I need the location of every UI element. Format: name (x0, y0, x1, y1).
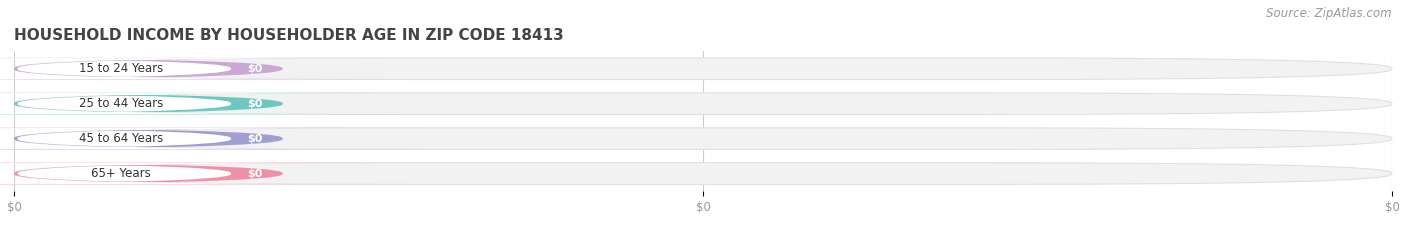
FancyBboxPatch shape (0, 128, 425, 150)
FancyBboxPatch shape (14, 93, 1392, 115)
Text: $0: $0 (247, 99, 263, 109)
FancyBboxPatch shape (0, 93, 420, 114)
Text: 65+ Years: 65+ Years (91, 167, 150, 180)
FancyBboxPatch shape (0, 93, 425, 115)
FancyBboxPatch shape (14, 128, 1392, 150)
Text: $0: $0 (247, 169, 263, 178)
FancyBboxPatch shape (0, 58, 420, 79)
Text: 45 to 64 Years: 45 to 64 Years (79, 132, 163, 145)
FancyBboxPatch shape (14, 163, 1392, 185)
Text: 15 to 24 Years: 15 to 24 Years (79, 62, 163, 75)
FancyBboxPatch shape (0, 58, 425, 80)
FancyBboxPatch shape (0, 128, 420, 149)
FancyBboxPatch shape (0, 163, 420, 184)
Text: Source: ZipAtlas.com: Source: ZipAtlas.com (1267, 7, 1392, 20)
FancyBboxPatch shape (14, 58, 1392, 80)
FancyBboxPatch shape (0, 163, 425, 185)
Text: $0: $0 (247, 134, 263, 144)
Text: HOUSEHOLD INCOME BY HOUSEHOLDER AGE IN ZIP CODE 18413: HOUSEHOLD INCOME BY HOUSEHOLDER AGE IN Z… (14, 28, 564, 43)
Text: 25 to 44 Years: 25 to 44 Years (79, 97, 163, 110)
Text: $0: $0 (247, 64, 263, 74)
